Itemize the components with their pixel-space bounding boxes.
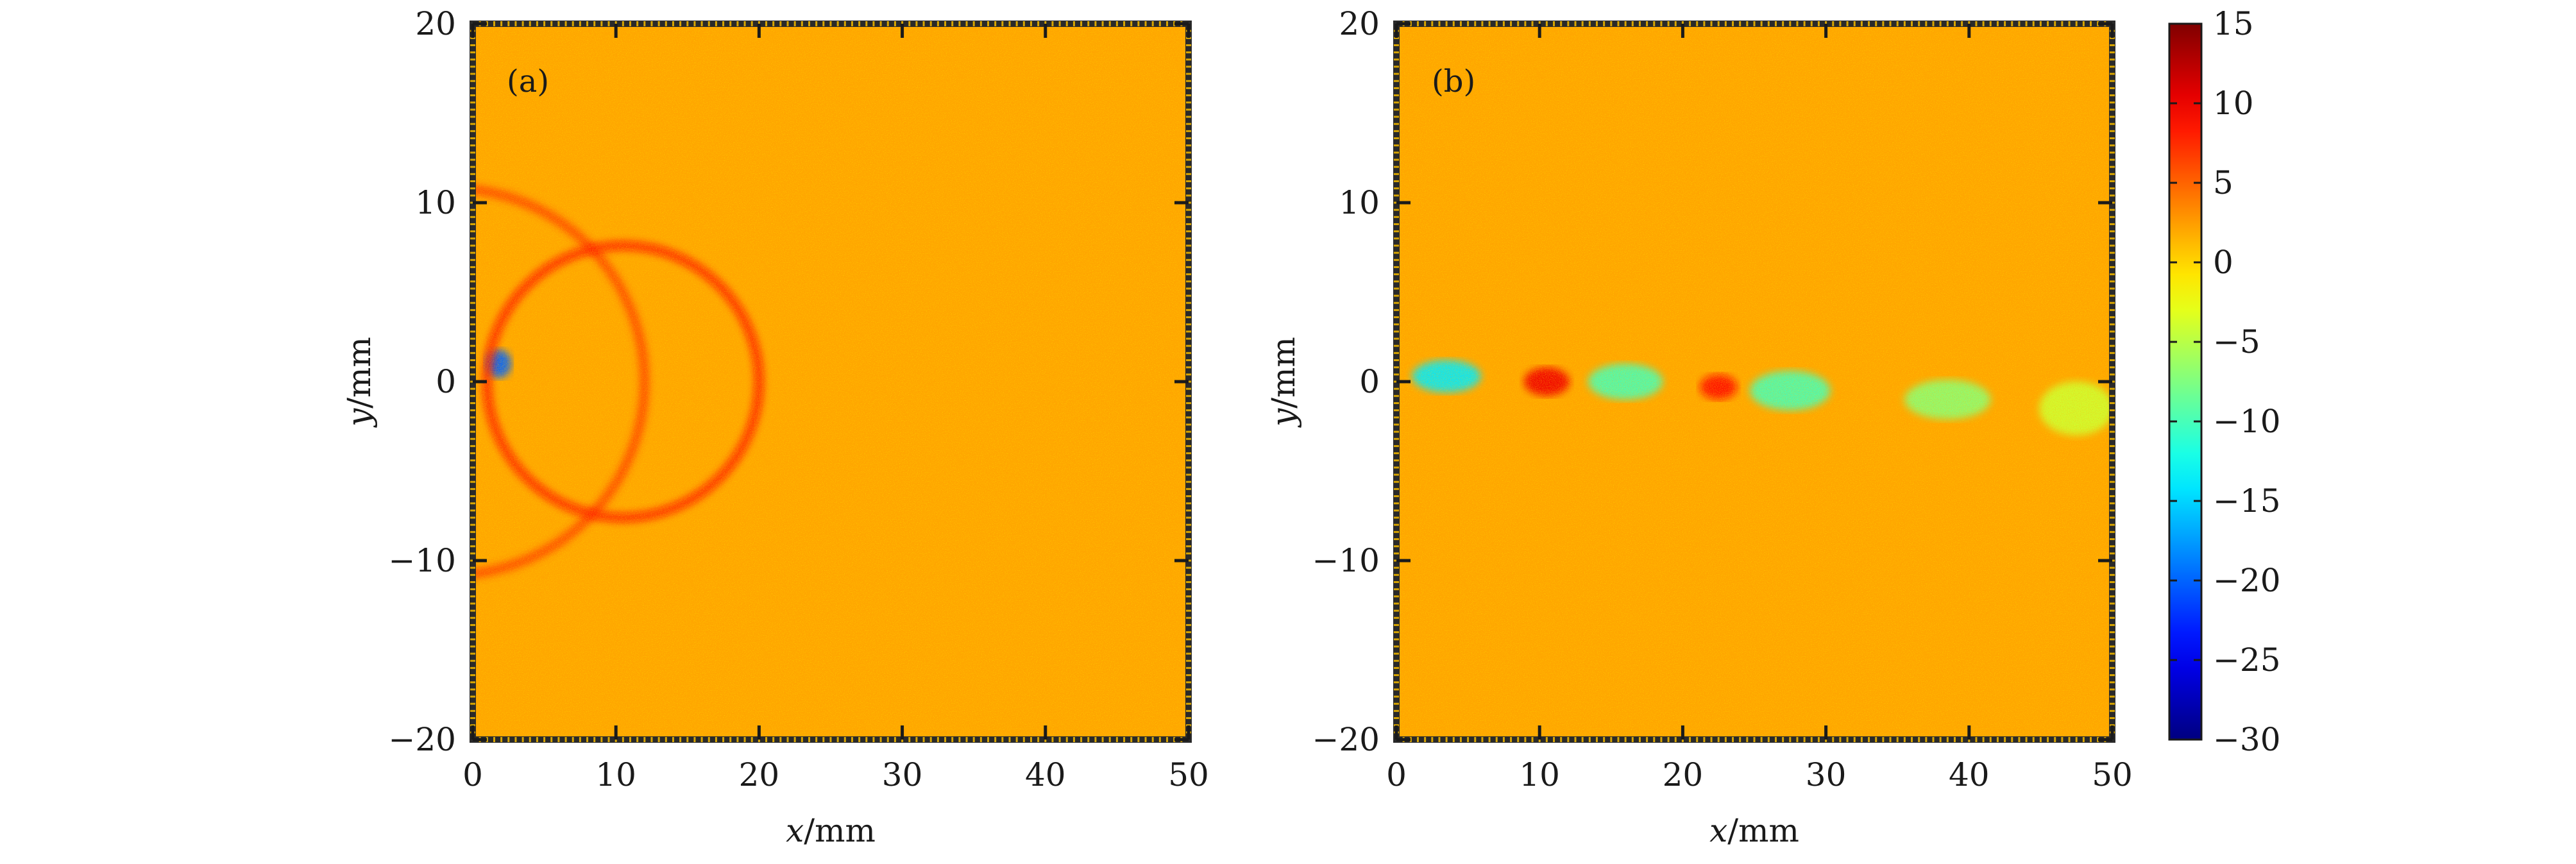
y-tick-label: 20: [415, 5, 456, 42]
x-tick-label: 30: [882, 756, 923, 793]
x-tick-label: 30: [1806, 756, 1847, 793]
x-tick-label: 20: [739, 756, 780, 793]
x-tick-label: 50: [1168, 756, 1209, 793]
x-ticks-b: 0 10 20 30 40 50: [1386, 24, 2133, 793]
y-ticks-a: 20 10 0 −10 −20: [388, 5, 1189, 758]
heatmap-b: [1396, 24, 2112, 740]
y-tick-label: −20: [1312, 721, 1380, 758]
panel-label-a: (a): [507, 64, 549, 99]
x-axis-label-a: x/mm: [786, 812, 876, 849]
colorbar: 15 10 5 0 −5 −10 −15 −20 −25 −30: [2168, 5, 2281, 758]
colorbar-tick-label: −25: [2213, 641, 2281, 679]
heatmap-a: [473, 24, 1189, 740]
y-tick-label: 10: [1339, 184, 1380, 221]
x-tick-label: 0: [462, 756, 483, 793]
colorbar-tick-label: 5: [2213, 164, 2233, 201]
panel-a: 0 10 20 30 40 50 20 10 0 −10 −20 (a) x/mm y/mm: [341, 5, 1209, 849]
x-tick-label: 20: [1663, 756, 1704, 793]
y-tick-label: 0: [436, 363, 456, 400]
panel-b: 0 10 20 30 40 50 20 10 0 −10 −20 (b) x/mm y/mm: [1265, 5, 2133, 849]
panel-label-b: (b): [1432, 64, 1475, 99]
colorbar-tick-label: 0: [2213, 244, 2233, 281]
x-axis-label-b: x/mm: [1709, 812, 1799, 849]
y-tick-label: 20: [1339, 5, 1380, 42]
colorbar-tick-label: −15: [2213, 482, 2281, 520]
y-axis-label-b: y/mm: [1265, 337, 1302, 428]
y-ticks-b: 20 10 0 −10 −20: [1312, 5, 2112, 758]
x-tick-label: 10: [595, 756, 636, 793]
x-tick-label: 0: [1386, 756, 1407, 793]
y-tick-label: −20: [388, 721, 456, 758]
x-ticks-a: 0 10 20 30 40 50: [462, 24, 1209, 793]
x-tick-label: 10: [1519, 756, 1560, 793]
y-tick-label: −10: [388, 542, 456, 579]
colorbar-gradient: [2168, 22, 2203, 741]
heatmap-b-noise-light: [1396, 24, 2112, 740]
frame-ticks-b: [1394, 21, 2115, 742]
colorbar-tick-label: −10: [2213, 403, 2281, 440]
y-axis-label-a: y/mm: [341, 337, 378, 428]
colorbar-ticks: 15 10 5 0 −5 −10 −15 −20 −25 −30: [2169, 5, 2281, 758]
colorbar-tick-label: 10: [2213, 85, 2254, 122]
y-tick-label: −10: [1312, 542, 1380, 579]
colorbar-tick-label: −20: [2213, 562, 2281, 599]
y-tick-label: 10: [415, 184, 456, 221]
x-tick-label: 40: [1025, 756, 1066, 793]
colorbar-tick-label: 15: [2213, 5, 2254, 42]
x-tick-label: 50: [2092, 756, 2133, 793]
colorbar-tick-label: −5: [2213, 323, 2260, 360]
x-tick-label: 40: [1949, 756, 1990, 793]
colorbar-tick-label: −30: [2213, 721, 2281, 758]
frame-ticks-a: [470, 21, 1191, 742]
heatmap-a-noise-light: [473, 24, 1189, 740]
y-tick-label: 0: [1359, 363, 1380, 400]
